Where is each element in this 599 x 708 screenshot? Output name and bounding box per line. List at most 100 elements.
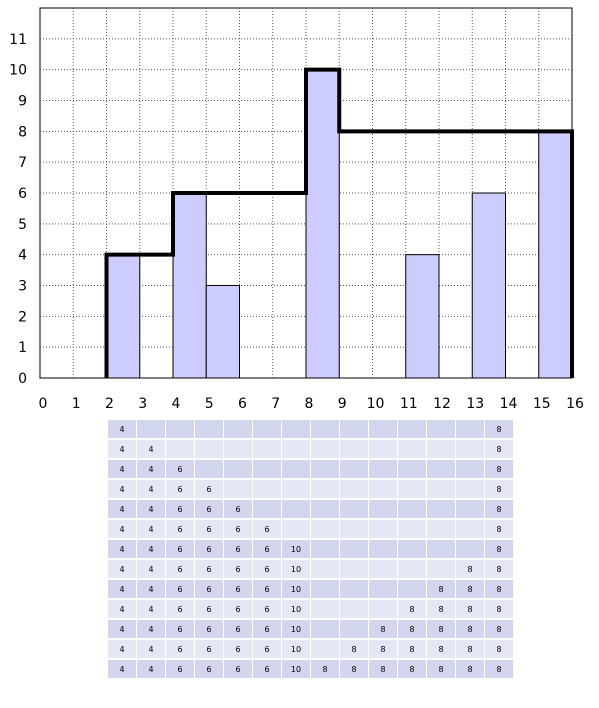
x-tick-label: 6 (238, 396, 247, 412)
table-cell (456, 480, 484, 498)
table-cell (253, 420, 281, 438)
table-cell: 4 (108, 420, 136, 438)
table-cell: 4 (108, 560, 136, 578)
y-tick-label: 9 (18, 94, 27, 110)
table-cell (282, 420, 310, 438)
table-row: 4 4 6 6 6 6 10 8 (108, 540, 513, 558)
table-cell: 10 (282, 640, 310, 658)
table-cell: 6 (195, 640, 223, 658)
table-cell (224, 420, 252, 438)
table-cell (427, 460, 455, 478)
table-cell (253, 440, 281, 458)
table-cell: 8 (485, 540, 513, 558)
x-tick-label: 8 (305, 396, 314, 412)
table-cell: 4 (108, 540, 136, 558)
table-cell: 6 (224, 560, 252, 578)
table-cell: 4 (108, 640, 136, 658)
x-tick-label: 13 (466, 396, 484, 412)
table-cell: 8 (398, 620, 426, 638)
x-tick-label: 0 (39, 396, 48, 412)
table-cell (369, 600, 397, 618)
table-cell (340, 540, 368, 558)
x-tick-label: 16 (566, 396, 584, 412)
table-cell: 8 (485, 480, 513, 498)
table-cell: 8 (456, 660, 484, 678)
table-cell (369, 480, 397, 498)
table-cell (282, 500, 310, 518)
table-cell (340, 440, 368, 458)
table-cell (369, 560, 397, 578)
x-tick-label: 14 (500, 396, 518, 412)
table-cell (253, 480, 281, 498)
table-cell (311, 460, 339, 478)
table-row: 4 4 6 6 6 6 10 8 8 8 8 8 (108, 620, 513, 638)
table-cell: 8 (369, 640, 397, 658)
x-tick-label: 11 (400, 396, 418, 412)
table-cell: 6 (166, 460, 194, 478)
table-cell: 4 (108, 500, 136, 518)
table-cell: 8 (485, 500, 513, 518)
table-cell (311, 520, 339, 538)
x-tick-label: 5 (205, 396, 214, 412)
y-tick-label: 1 (18, 340, 27, 356)
table-cell: 4 (108, 580, 136, 598)
table-cell: 6 (166, 540, 194, 558)
table-cell: 8 (369, 660, 397, 678)
table-cell (398, 480, 426, 498)
table-cell (253, 500, 281, 518)
table-cell (340, 560, 368, 578)
x-tick-label: 12 (433, 396, 451, 412)
table-cell (282, 440, 310, 458)
table-cell: 6 (253, 660, 281, 678)
table-cell: 6 (224, 620, 252, 638)
table-cell (311, 440, 339, 458)
table-cell: 6 (166, 560, 194, 578)
table-cell: 4 (137, 660, 165, 678)
table-row: 4 4 6 6 6 6 10 8 8 8 (108, 580, 513, 598)
table-cell: 6 (195, 600, 223, 618)
table-cell: 4 (137, 560, 165, 578)
table-cell: 6 (195, 620, 223, 638)
table-cell (340, 520, 368, 538)
table-cell: 6 (224, 580, 252, 598)
bar (172, 192, 207, 379)
table-cell: 6 (195, 660, 223, 678)
table-cell: 6 (224, 540, 252, 558)
table-cell (456, 500, 484, 518)
table-cell: 4 (137, 620, 165, 638)
table-cell (340, 580, 368, 598)
y-tick-label: 10 (9, 63, 27, 79)
table-cell: 8 (427, 580, 455, 598)
table-cell (224, 440, 252, 458)
table-cell: 6 (253, 640, 281, 658)
bar (205, 285, 240, 379)
table-cell: 6 (224, 500, 252, 518)
y-axis-tick-labels: 0 1 2 3 4 5 6 7 8 9 10 11 (9, 32, 27, 387)
table-cell: 4 (108, 600, 136, 618)
table-row: 4 4 6 6 6 6 10 8 8 8 8 (108, 600, 513, 618)
table-cell: 8 (485, 460, 513, 478)
table-cell: 4 (108, 520, 136, 538)
table-cell (282, 520, 310, 538)
table-cell (166, 420, 194, 438)
table-cell (311, 480, 339, 498)
table-cell: 4 (108, 660, 136, 678)
table-cell: 4 (137, 500, 165, 518)
table-cell: 6 (166, 500, 194, 518)
table-cell: 6 (166, 660, 194, 678)
table-cell (427, 520, 455, 538)
y-tick-label: 3 (18, 279, 27, 295)
table-cell: 8 (485, 580, 513, 598)
table-cell (427, 480, 455, 498)
table-cell (224, 460, 252, 478)
table-cell (398, 580, 426, 598)
table-cell (398, 440, 426, 458)
table-cell: 8 (456, 560, 484, 578)
x-tick-label: 1 (72, 396, 81, 412)
table-cell: 10 (282, 560, 310, 578)
table-cell (427, 500, 455, 518)
